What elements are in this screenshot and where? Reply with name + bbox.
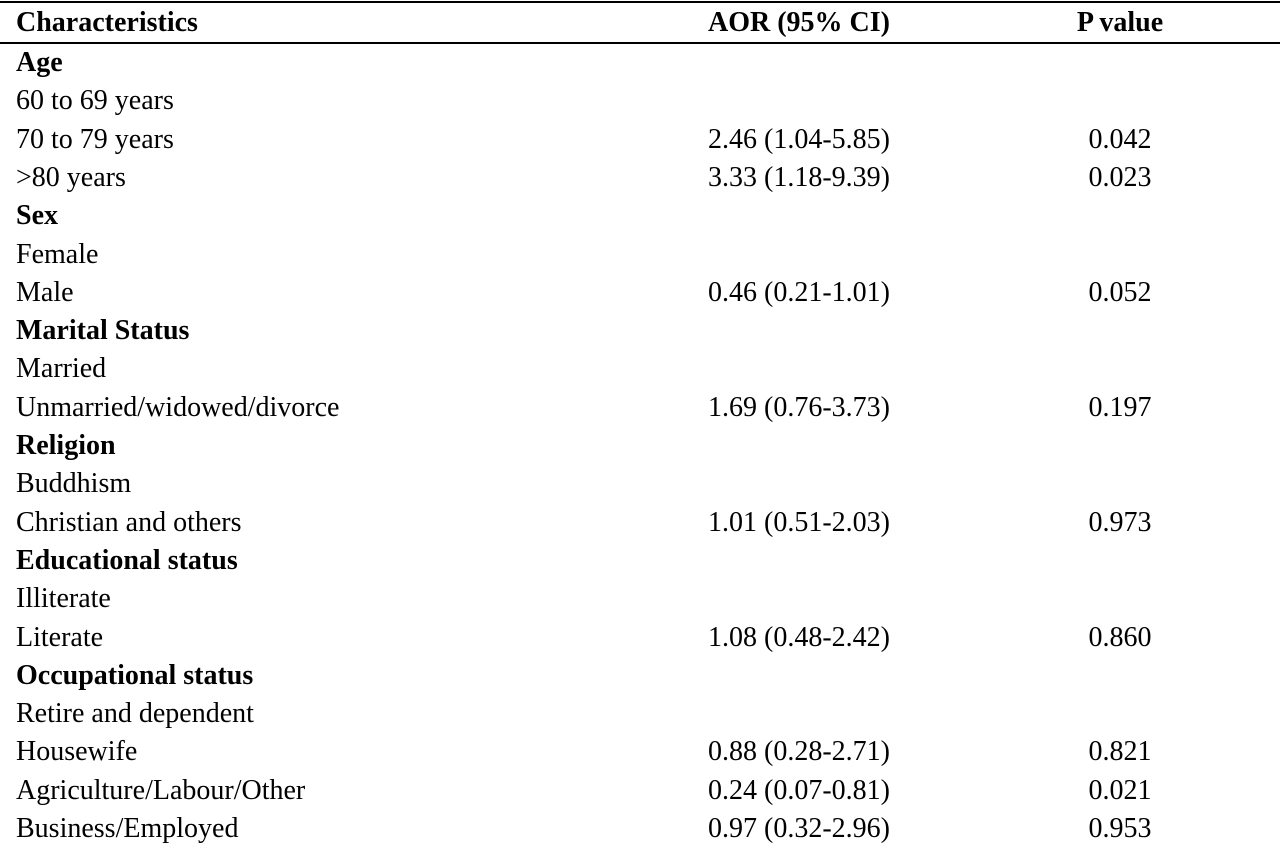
table-row: Illiterate	[0, 580, 1280, 618]
row-p-value: 0.860	[1088, 621, 1152, 653]
table-header-row: Characteristics AOR (95% CI) P value	[0, 4, 1280, 42]
row-p-value: 0.197	[1088, 391, 1152, 423]
header-aor: AOR (95% CI)	[708, 7, 890, 38]
row-label: Male	[16, 276, 74, 308]
table-row: Buddhism	[0, 465, 1280, 503]
row-label: 70 to 79 years	[16, 123, 174, 155]
row-label: Buddhism	[16, 468, 132, 500]
table-top-rule	[0, 1, 1280, 3]
table-row: Housewife 0.88 (0.28-2.71) 0.821	[0, 733, 1280, 771]
row-label: Married	[16, 353, 107, 385]
row-aor	[683, 197, 915, 235]
row-p-value: 0.052	[1088, 276, 1152, 308]
table-group-row: Sex	[0, 197, 1280, 235]
row-label: Christian and others	[16, 506, 242, 538]
row-p-value: 0.042	[1088, 123, 1152, 155]
row-label: Retire and dependent	[16, 698, 254, 730]
row-label: >80 years	[16, 161, 126, 193]
table-row: Business/Employed 0.97 (0.32-2.96) 0.953	[0, 810, 1280, 848]
row-aor: 0.97 (0.32-2.96)	[708, 813, 890, 844]
group-label: Occupational status	[16, 659, 254, 691]
row-aor	[683, 542, 915, 580]
table-row: 60 to 69 years	[0, 82, 1280, 120]
row-aor: 1.69 (0.76-3.73)	[708, 391, 890, 423]
row-p-value: 0.821	[1088, 736, 1152, 768]
row-aor	[683, 312, 915, 350]
row-label: Illiterate	[16, 583, 111, 615]
group-label: Educational status	[16, 544, 238, 576]
group-label: Religion	[16, 430, 116, 461]
row-aor: 1.01 (0.51-2.03)	[708, 506, 890, 538]
row-aor	[683, 82, 915, 120]
row-aor: 1.08 (0.48-2.42)	[708, 621, 890, 653]
table-row: >80 years 3.33 (1.18-9.39) 0.023	[0, 159, 1280, 197]
table-row: Christian and others 1.01 (0.51-2.03) 0.97…	[0, 504, 1280, 542]
row-aor	[683, 236, 915, 274]
row-aor	[683, 44, 915, 82]
row-p-value	[1030, 82, 1210, 120]
table-group-row: Religion	[0, 427, 1280, 465]
row-label: Unmarried/widowed/divorce	[16, 391, 340, 423]
table-row: Male 0.46 (0.21-1.01) 0.052	[0, 274, 1280, 312]
table-group-row: Educational status	[0, 542, 1280, 580]
table-row: Married	[0, 350, 1280, 388]
row-p-value	[1030, 312, 1210, 350]
row-label: Literate	[16, 621, 104, 653]
header-p-value: P value	[1076, 7, 1164, 38]
table-row: Female	[0, 236, 1280, 274]
row-aor	[683, 580, 915, 618]
row-p-value: 0.021	[1088, 774, 1152, 806]
row-p-value	[1030, 197, 1210, 235]
row-label: Housewife	[16, 736, 138, 768]
row-aor: 2.46 (1.04-5.85)	[708, 123, 890, 155]
row-aor: 0.46 (0.21-1.01)	[708, 276, 890, 308]
row-aor: 0.24 (0.07-0.81)	[708, 774, 890, 806]
table-group-row: Marital Status	[0, 312, 1280, 350]
group-label: Sex	[16, 200, 58, 232]
row-label: Female	[16, 238, 99, 270]
table-group-row: Age	[0, 44, 1280, 82]
row-aor: 0.88 (0.28-2.71)	[708, 736, 890, 768]
row-aor	[683, 427, 915, 465]
row-p-value	[1030, 44, 1210, 82]
row-label: 60 to 69 years	[16, 85, 174, 117]
table-header-rule	[0, 42, 1280, 44]
row-p-value	[1030, 465, 1210, 503]
row-label: Business/Employed	[16, 813, 239, 844]
row-p-value: 0.953	[1088, 813, 1152, 844]
row-p-value	[1030, 236, 1210, 274]
header-characteristics: Characteristics	[16, 7, 198, 38]
row-p-value	[1030, 580, 1210, 618]
row-aor	[683, 657, 915, 695]
row-aor: 3.33 (1.18-9.39)	[708, 161, 890, 193]
table-group-row: Occupational status	[0, 657, 1280, 695]
table-row: 70 to 79 years 2.46 (1.04-5.85) 0.042	[0, 121, 1280, 159]
row-p-value	[1030, 695, 1210, 733]
row-label: Agriculture/Labour/Other	[16, 774, 306, 806]
table-row: Agriculture/Labour/Other 0.24 (0.07-0.81)…	[0, 772, 1280, 810]
row-aor	[683, 350, 915, 388]
table-row: Literate 1.08 (0.48-2.42) 0.860	[0, 619, 1280, 657]
row-p-value	[1030, 427, 1210, 465]
table-row: Unmarried/widowed/divorce 1.69 (0.76-3.73…	[0, 389, 1280, 427]
table-row: Retire and dependent	[0, 695, 1280, 733]
row-p-value	[1030, 657, 1210, 695]
group-label: Age	[16, 47, 63, 78]
row-aor	[683, 695, 915, 733]
row-p-value	[1030, 350, 1210, 388]
row-p-value: 0.973	[1088, 506, 1152, 538]
row-p-value: 0.023	[1088, 161, 1152, 193]
group-label: Marital Status	[16, 315, 190, 347]
row-aor	[683, 465, 915, 503]
row-p-value	[1030, 542, 1210, 580]
